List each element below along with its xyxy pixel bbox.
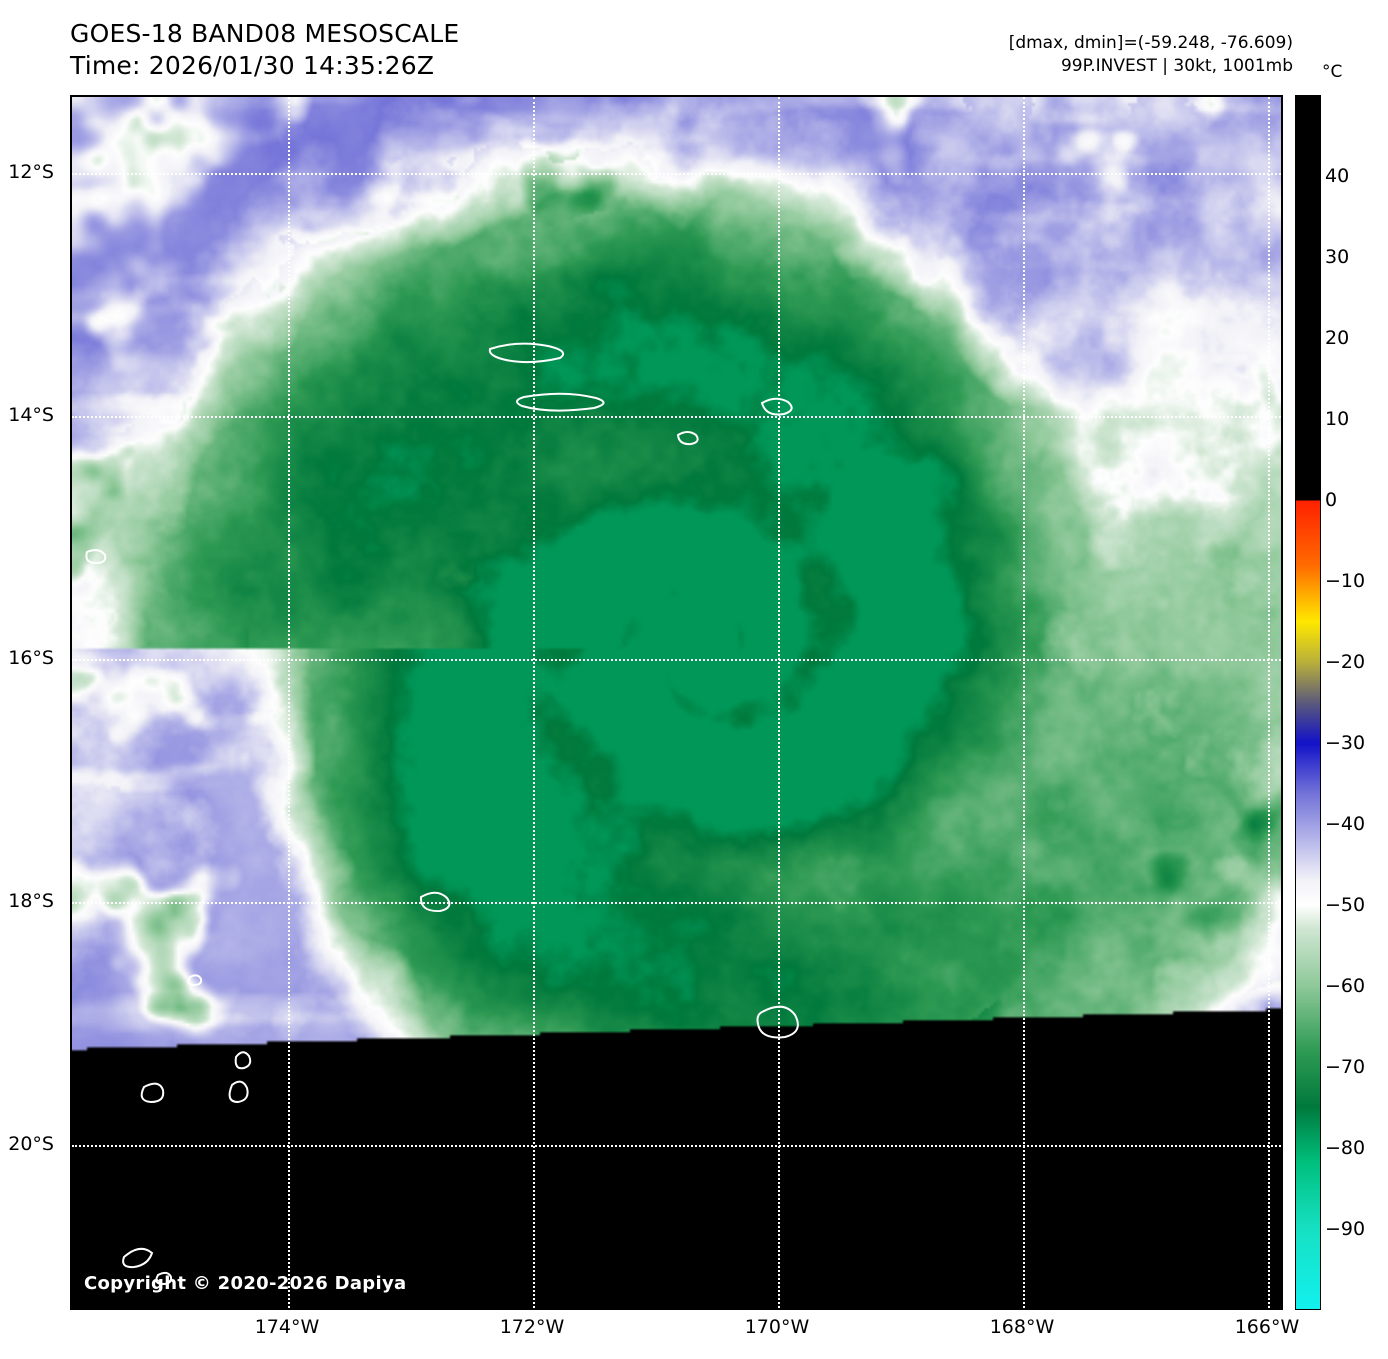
satellite-plot-area[interactable]: Copyright © 2020-2026 Dapiya: [70, 95, 1283, 1310]
island-outline: [140, 1082, 165, 1104]
longitude-tick-label: 170°W: [744, 1316, 810, 1338]
colorbar-unit-label: °C: [1322, 62, 1343, 82]
longitude-tick-label: 168°W: [989, 1316, 1055, 1338]
storm-info-label: 99P.INVEST | 30kt, 1001mb: [1060, 56, 1293, 76]
island-outline: [228, 1080, 249, 1104]
copyright-notice: Copyright © 2020-2026 Dapiya: [84, 1273, 407, 1294]
header-right: [dmax, dmin]=(-59.248, -76.609) 99P.INVE…: [873, 32, 1293, 78]
island-outline: [85, 549, 107, 565]
colorbar-tick-label: 40: [1325, 165, 1350, 187]
island-outline: [756, 1005, 799, 1039]
longitude-axis: 174°W 172°W 170°W 168°W 166°W: [70, 1316, 1300, 1350]
island-outline: [419, 891, 451, 913]
ir-brightness-temperature-raster: [72, 97, 1281, 1308]
island-outline: [187, 974, 203, 987]
longitude-tick-label: 166°W: [1234, 1316, 1300, 1338]
latitude-tick-label: 16°S: [8, 647, 54, 669]
island-outline: [488, 342, 564, 364]
colorbar-gradient: [1296, 96, 1320, 1309]
colorbar-tick-label: 10: [1325, 408, 1350, 430]
longitude-tick-label: 174°W: [254, 1316, 320, 1338]
colorbar-tick-label: 30: [1325, 246, 1350, 268]
colorbar-tick-label: 20: [1325, 327, 1350, 349]
island-outline: [122, 1247, 154, 1269]
latitude-tick-label: 20°S: [8, 1133, 54, 1155]
colorbar-tick-label: −50: [1325, 894, 1366, 916]
island-outline: [516, 392, 605, 412]
island-outline: [234, 1051, 252, 1070]
latitude-tick-label: 12°S: [8, 161, 54, 183]
colorbar-tick-label: −70: [1325, 1056, 1366, 1078]
infrared-cloud-image: [72, 97, 1281, 1308]
island-outline: [155, 1271, 173, 1286]
colorbar-tick-label: −80: [1325, 1137, 1366, 1159]
coastline-outlines: [85, 342, 799, 1286]
island-outline: [676, 431, 699, 446]
latitude-tick-label: 18°S: [8, 890, 54, 912]
longitude-tick-label: 172°W: [499, 1316, 565, 1338]
colorbar-tick-labels: 40 30 20 10 0 −10 −20 −30 −40 −50 −60 −70 −80 −90: [1325, 95, 1385, 1310]
colorbar-tick-label: −40: [1325, 813, 1366, 835]
temperature-colorbar[interactable]: [1295, 95, 1321, 1310]
latitude-axis: 12°S 14°S 16°S 18°S 20°S: [0, 95, 62, 1310]
colorbar-tick-label: −10: [1325, 570, 1366, 592]
page-title: GOES-18 BAND08 MESOSCALE: [70, 19, 460, 48]
colorbar-tick-label: −90: [1325, 1218, 1366, 1240]
island-outline: [760, 397, 793, 416]
timestamp: Time: 2026/01/30 14:35:26Z: [70, 51, 435, 80]
header-left: GOES-18 BAND08 MESOSCALE Time: 2026/01/3…: [70, 18, 770, 82]
colorbar-tick-label: 0: [1325, 489, 1338, 511]
colorbar-tick-label: −20: [1325, 651, 1366, 673]
colorbar-tick-label: −60: [1325, 975, 1366, 997]
latitude-tick-label: 14°S: [8, 404, 54, 426]
colorbar-tick-label: −30: [1325, 732, 1366, 754]
data-range-label: [dmax, dmin]=(-59.248, -76.609): [1008, 33, 1293, 53]
